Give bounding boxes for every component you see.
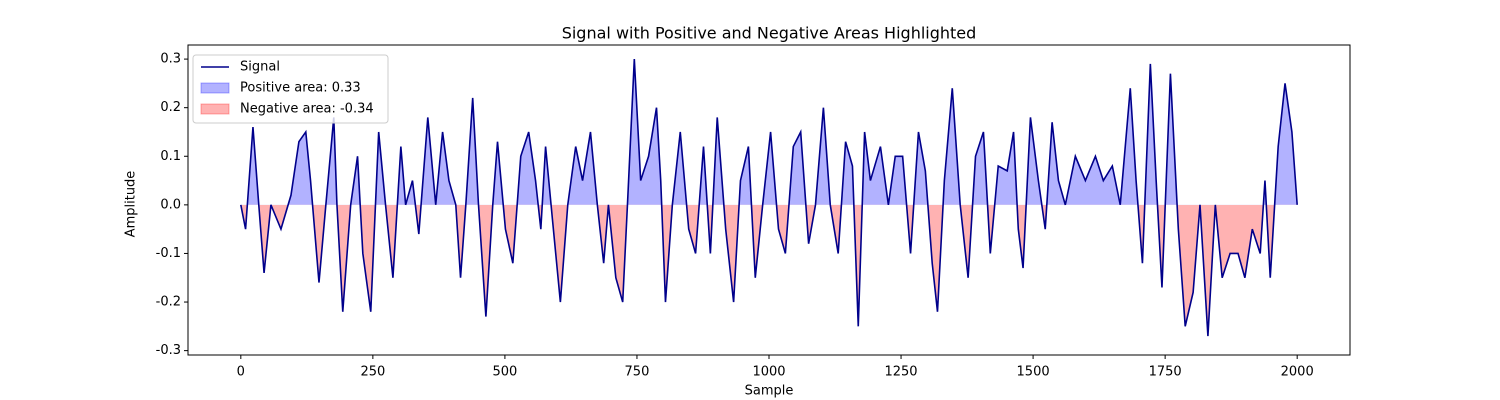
area-positive bbox=[247, 59, 1298, 205]
y-tick-label: 0.1 bbox=[160, 149, 181, 164]
area-negative bbox=[240, 204, 1298, 337]
y-tick-label: 0.3 bbox=[160, 52, 181, 67]
y-tick-label: -0.3 bbox=[156, 343, 181, 358]
legend-patch bbox=[200, 82, 230, 94]
x-axis-label: Sample bbox=[745, 384, 794, 399]
legend-box bbox=[192, 54, 389, 124]
y-tick-label: 0.0 bbox=[160, 197, 181, 212]
x-tick-label: 250 bbox=[360, 365, 385, 380]
y-tick-label: 0.2 bbox=[160, 100, 181, 115]
y-tick-label: -0.2 bbox=[156, 295, 181, 310]
x-tick-label: 1750 bbox=[1149, 365, 1182, 380]
signal-line bbox=[240, 59, 1298, 337]
x-tick-label: 1250 bbox=[884, 365, 917, 380]
y-axis-label: Amplitude bbox=[124, 171, 139, 238]
x-tick-label: 2000 bbox=[1281, 365, 1314, 380]
legend-patch bbox=[200, 103, 230, 115]
x-tick-label: 750 bbox=[625, 365, 650, 380]
legend-label: Negative area: -0.34 bbox=[240, 102, 374, 117]
x-tick-label: 0 bbox=[237, 365, 245, 380]
legend-label: Positive area: 0.33 bbox=[240, 81, 361, 96]
y-tick-label: -0.1 bbox=[156, 246, 181, 261]
legend-label: Signal bbox=[240, 60, 280, 75]
chart-title: Signal with Positive and Negative Areas … bbox=[562, 24, 977, 43]
x-tick-label: 500 bbox=[492, 365, 517, 380]
x-tick-label: 1500 bbox=[1017, 365, 1050, 380]
plot-frame bbox=[187, 44, 1351, 356]
x-tick-label: 1000 bbox=[752, 365, 785, 380]
